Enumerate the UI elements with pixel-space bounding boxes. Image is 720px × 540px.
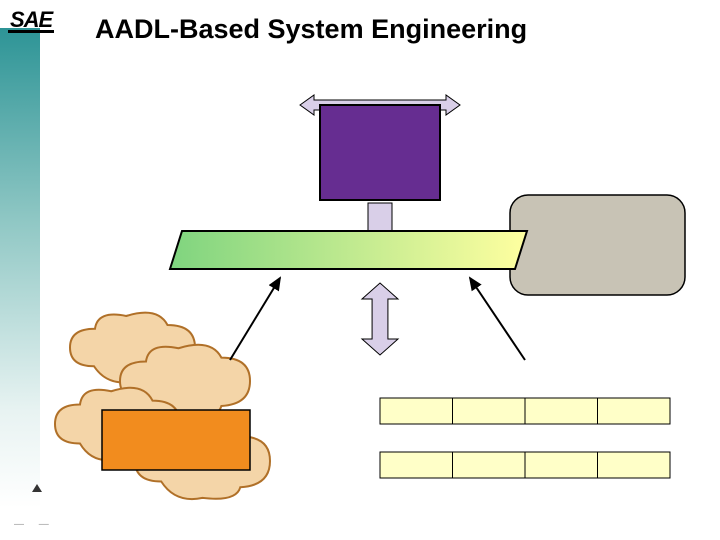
yellow-cell xyxy=(525,398,598,424)
yellow-cell xyxy=(453,398,526,424)
orange-box xyxy=(102,410,250,470)
mid-double-arrow-vertical xyxy=(362,283,398,355)
yellow-cell xyxy=(380,452,453,478)
gradient-bar xyxy=(170,231,527,269)
slide: SAE AADL-Based System Engineering — — xyxy=(0,0,720,540)
top-connector-stub xyxy=(368,203,392,231)
top-box xyxy=(320,105,440,200)
yellow-cell xyxy=(453,452,526,478)
cloud-group xyxy=(55,313,270,499)
right-rounded-box xyxy=(510,195,685,295)
diagram-canvas xyxy=(0,0,720,540)
yellow-cell xyxy=(380,398,453,424)
yellow-row-2 xyxy=(380,452,670,478)
yellow-row-1 xyxy=(380,398,670,424)
yellow-cell xyxy=(598,452,671,478)
line-left xyxy=(230,278,280,360)
yellow-cell xyxy=(525,452,598,478)
yellow-cell xyxy=(598,398,671,424)
